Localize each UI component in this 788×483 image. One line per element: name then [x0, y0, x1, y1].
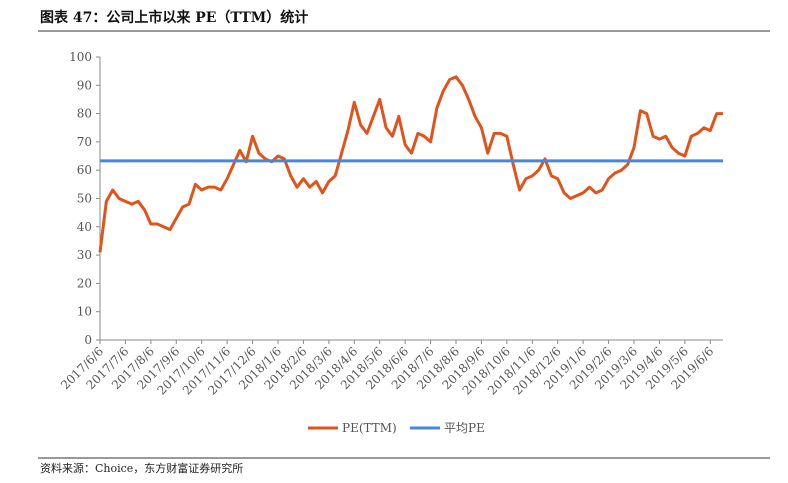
y-tick-label: 100: [69, 50, 92, 64]
legend-label: PE(TTM): [342, 421, 397, 435]
source: 资料来源：Choice，东方财富证券研究所: [40, 461, 243, 475]
y-tick-label: 50: [77, 192, 92, 206]
series-line: [98, 75, 723, 253]
y-tick-label: 90: [77, 78, 92, 92]
y-tick-label: 60: [77, 163, 92, 177]
chart-title: 图表 47：公司上市以来 PE（TTM）统计: [40, 9, 308, 26]
y-tick-label: 30: [77, 248, 92, 262]
y-tick-label: 80: [77, 107, 92, 121]
y-tick-label: 70: [77, 135, 92, 149]
legend-label: 平均PE: [444, 421, 485, 435]
y-tick-label: 0: [84, 333, 92, 347]
y-tick-label: 10: [77, 305, 92, 319]
y-tick-label: 40: [77, 220, 92, 234]
y-tick-label: 20: [77, 276, 92, 290]
